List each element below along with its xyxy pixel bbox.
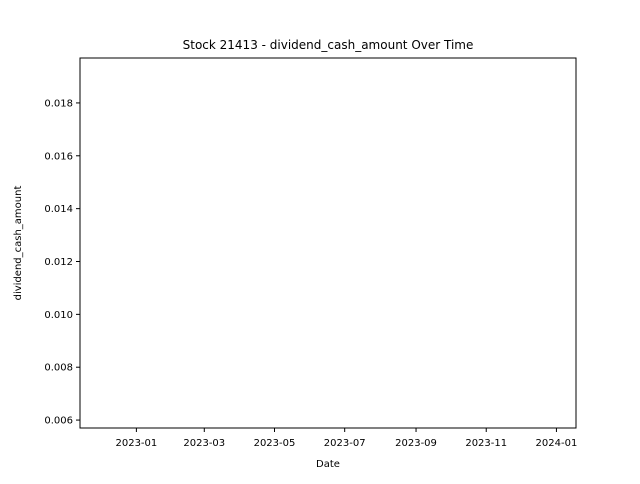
x-tick-label: 2023-07 (324, 438, 366, 449)
plot-frame (79, 57, 577, 429)
x-tick-label: 2023-03 (183, 438, 225, 449)
y-tick-label: 0.014 (44, 204, 73, 215)
x-tick-label: 2023-11 (465, 438, 507, 449)
y-tick-label: 0.016 (44, 151, 73, 162)
x-tick-label: 2023-01 (115, 438, 157, 449)
chart-title: Stock 21413 - dividend_cash_amount Over … (183, 38, 474, 52)
y-axis-ticks: 0.006 0.008 0.010 0.012 0.014 0.016 0.018 (44, 98, 80, 427)
y-axis-label: dividend_cash_amount (13, 186, 24, 301)
y-tick-label: 0.012 (44, 257, 73, 268)
y-tick-label: 0.018 (44, 98, 73, 109)
x-tick-label: 2023-05 (254, 438, 296, 449)
y-tick-label: 0.010 (44, 310, 73, 321)
x-tick-label: 2023-09 (395, 438, 437, 449)
x-axis-ticks: 2023-01 2023-03 2023-05 2023-07 2023-09 2023-… (115, 428, 577, 449)
plot-area (79, 57, 577, 429)
y-tick-label: 0.006 (44, 416, 73, 427)
x-axis-label: Date (316, 459, 340, 470)
y-tick-label: 0.008 (44, 363, 73, 374)
x-tick-label: 2024-01 (536, 438, 578, 449)
